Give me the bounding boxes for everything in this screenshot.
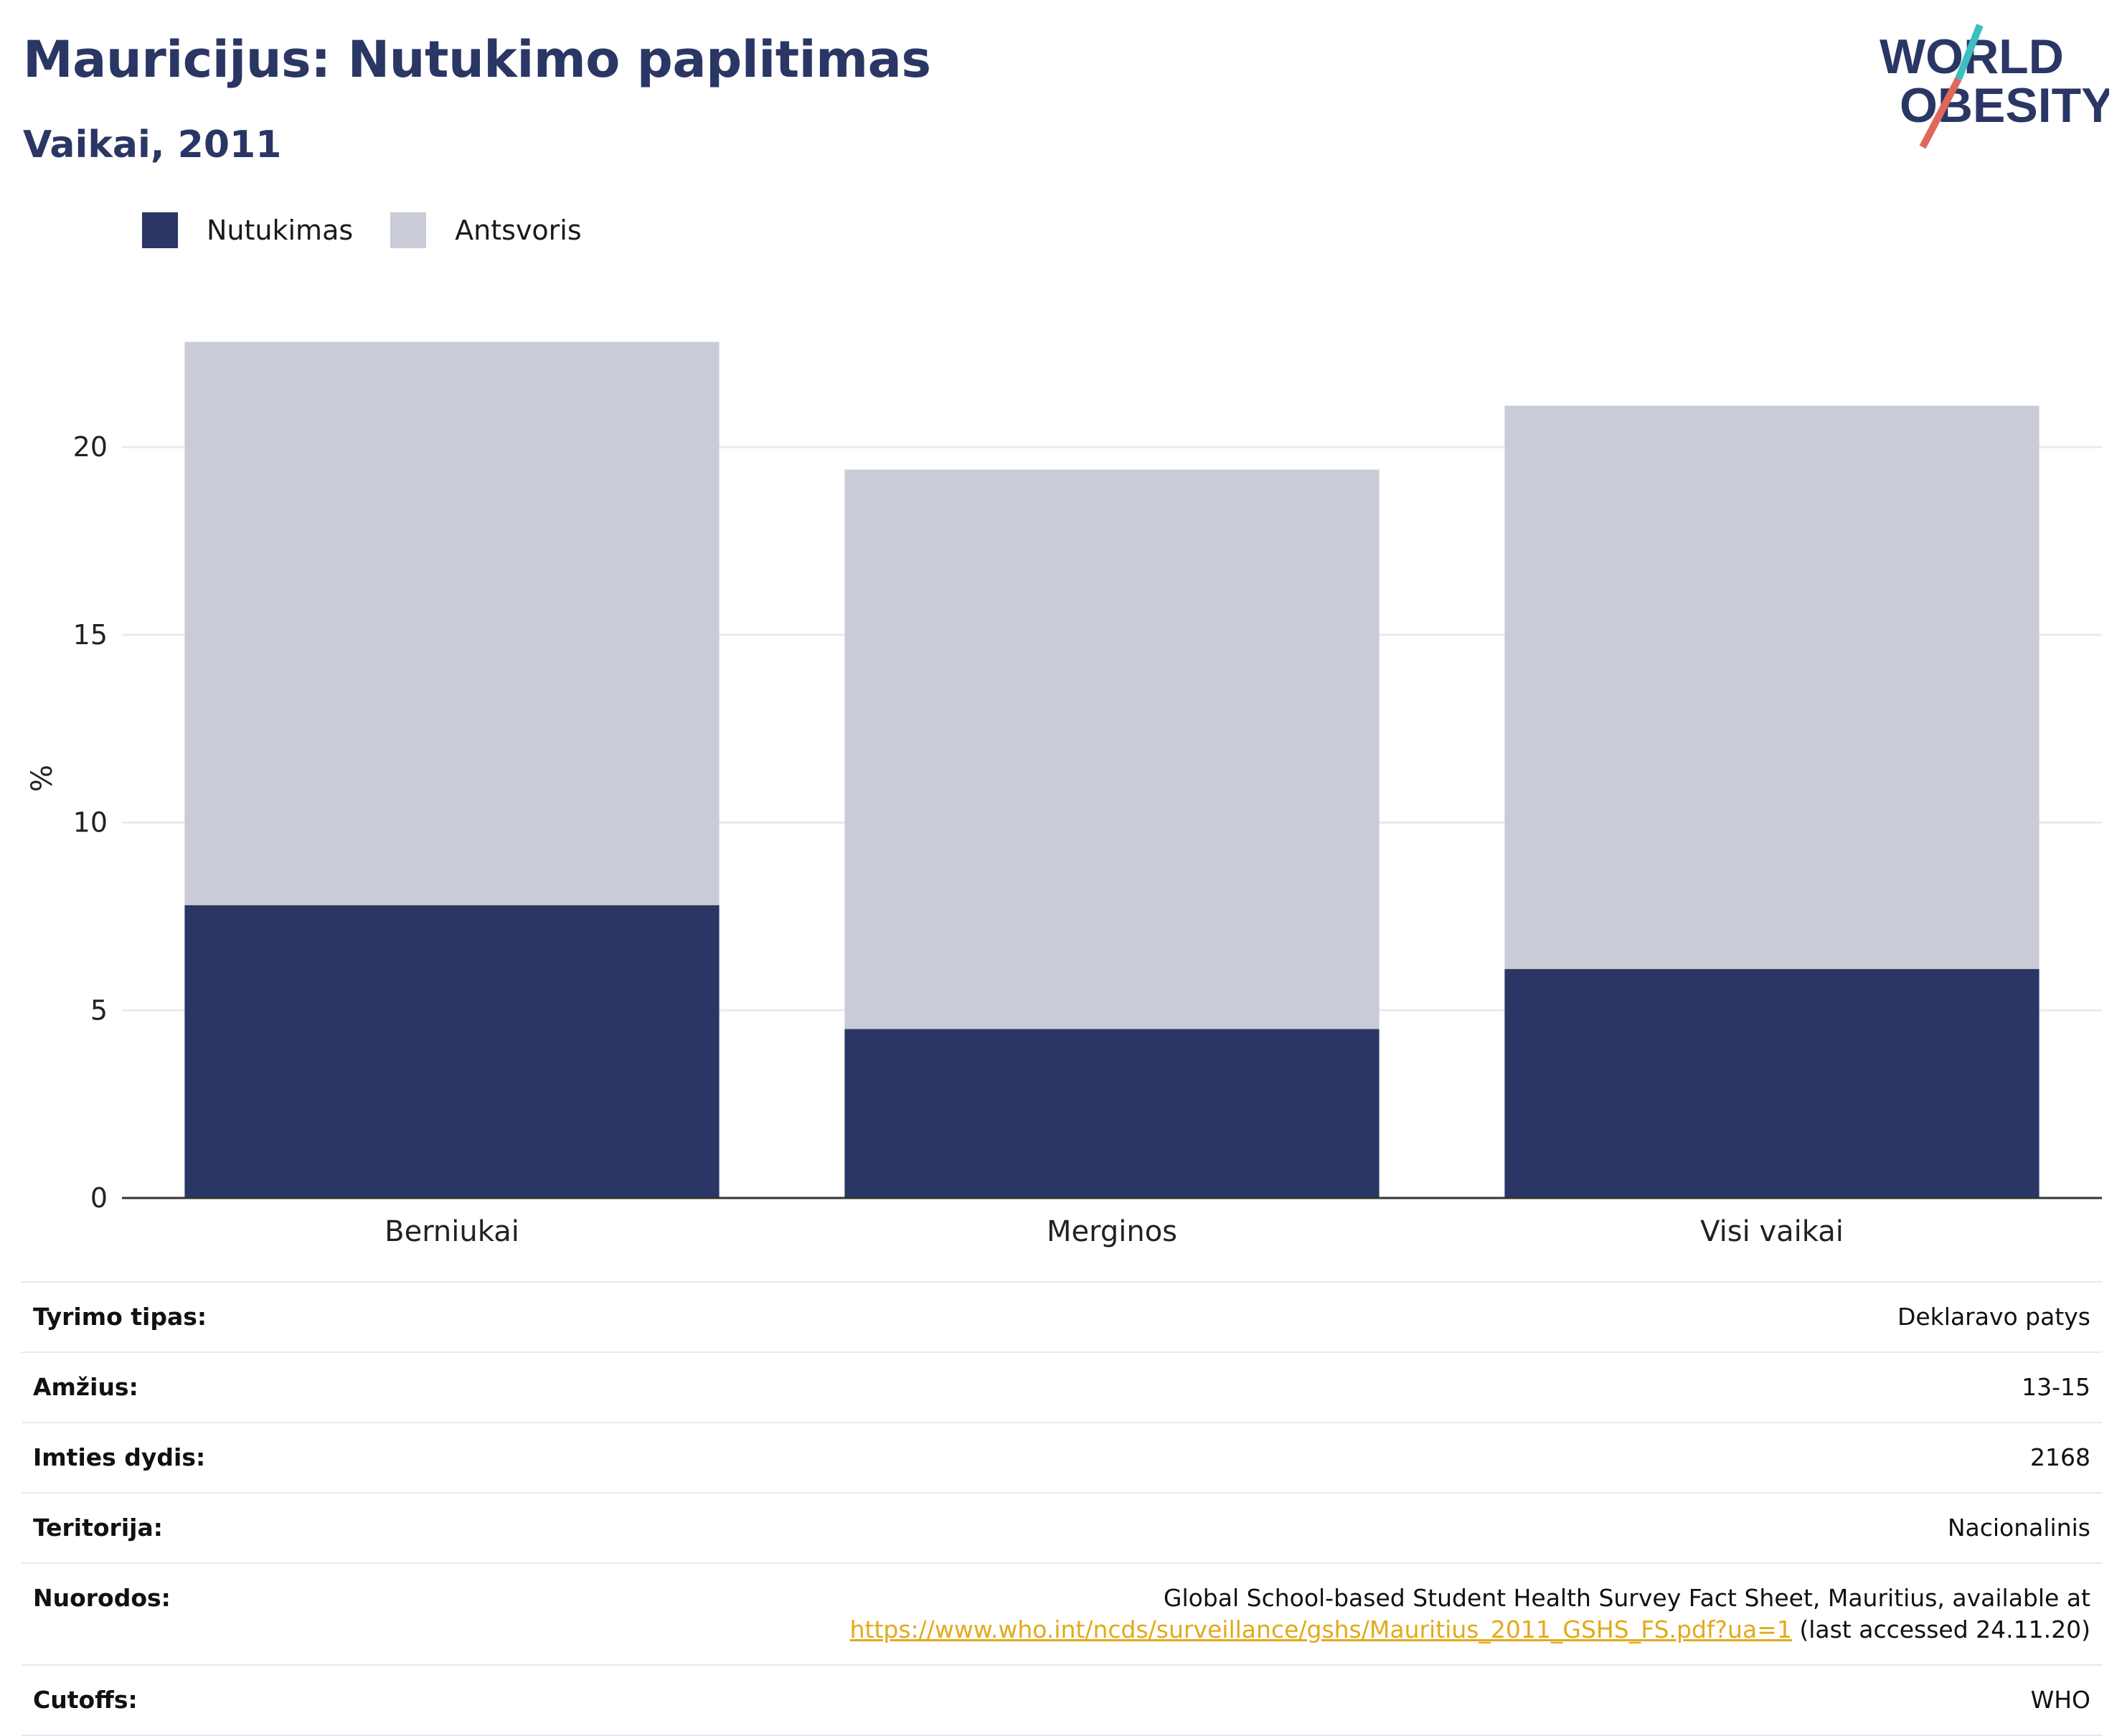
metadata-value: 2168 <box>2030 1443 2090 1471</box>
legend-label-overweight: Antsvoris <box>455 214 582 246</box>
legend-item-overweight[interactable]: Antsvoris <box>390 212 582 248</box>
chart-legend: Nutukimas Antsvoris <box>142 212 619 248</box>
metadata-value: Deklaravo patys <box>1897 1303 2090 1331</box>
metadata-key: Nuorodos: <box>33 1584 171 1612</box>
metadata-key: Amžius: <box>33 1373 138 1401</box>
metadata-key: Imties dydis: <box>33 1443 206 1471</box>
legend-swatch-overweight <box>390 212 427 248</box>
metadata-value: 13-15 <box>2022 1373 2090 1401</box>
metadata-value: Global School-based Student Health Surve… <box>475 1563 2102 1665</box>
x-tick-label: Visi vaikai <box>1700 1215 1844 1248</box>
metadata-value: WHO <box>2030 1686 2090 1714</box>
bar-obesity <box>184 905 720 1198</box>
y-tick-label: 0 <box>90 1182 108 1214</box>
metadata-key: Tyrimo tipas: <box>33 1303 207 1331</box>
bar-obesity <box>1504 968 2040 1198</box>
metadata-row: Imties dydis: 2168 <box>22 1423 2102 1493</box>
metadata-table: Tyrimo tipas: Deklaravo patys Amžius: 13… <box>22 1281 2102 1736</box>
metadata-row: Tyrimo tipas: Deklaravo patys <box>22 1282 2102 1352</box>
chart-title: Mauricijus: Nutukimo paplitimas <box>23 30 931 89</box>
metadata-value: Nacionalinis <box>1947 1514 2090 1542</box>
logo-slash-teal <box>1955 24 1984 80</box>
metadata-row: Amžius: 13-15 <box>22 1352 2102 1423</box>
logo-slash-coral <box>1919 77 1962 149</box>
stacked-bar-chart: 0 5 10 15 20% Berniukai Merginos Visi vaikai <box>26 341 2102 1248</box>
metadata-row: Cutoffs: WHO <box>22 1665 2102 1735</box>
reference-link[interactable]: https://www.who.int/ncds/surveillance/gs… <box>849 1615 1792 1643</box>
reference-text: Global School-based Student Health Surve… <box>1163 1584 2090 1612</box>
metadata-key: Teritorija: <box>33 1514 163 1542</box>
bar-overweight <box>184 341 720 905</box>
bar-overweight <box>1504 405 2040 969</box>
chart-subtitle: Vaikai, 2011 <box>23 123 282 166</box>
y-axis-label: % <box>26 765 59 792</box>
legend-item-obesity[interactable]: Nutukimas <box>142 212 353 248</box>
y-tick-label: 15 <box>73 619 108 651</box>
world-obesity-logo: WORLD OBESITY <box>1880 24 2109 149</box>
metadata-row-references: Nuorodos: Global School-based Student He… <box>22 1563 2102 1665</box>
y-tick-label: 5 <box>90 994 108 1026</box>
metadata-row: Teritorija: Nacionalinis <box>22 1493 2102 1563</box>
bar-obesity <box>844 1029 1380 1198</box>
x-tick-label: Berniukai <box>385 1215 519 1248</box>
x-tick-label: Merginos <box>1047 1215 1177 1248</box>
bar-overweight <box>844 469 1380 1029</box>
legend-swatch-obesity <box>142 212 178 248</box>
metadata-key: Cutoffs: <box>33 1686 138 1714</box>
y-tick-label: 10 <box>73 807 108 839</box>
y-tick-label: 20 <box>73 431 108 463</box>
legend-label-obesity: Nutukimas <box>207 214 354 246</box>
reference-accessed: (last accessed 24.11.20) <box>1791 1615 2090 1643</box>
